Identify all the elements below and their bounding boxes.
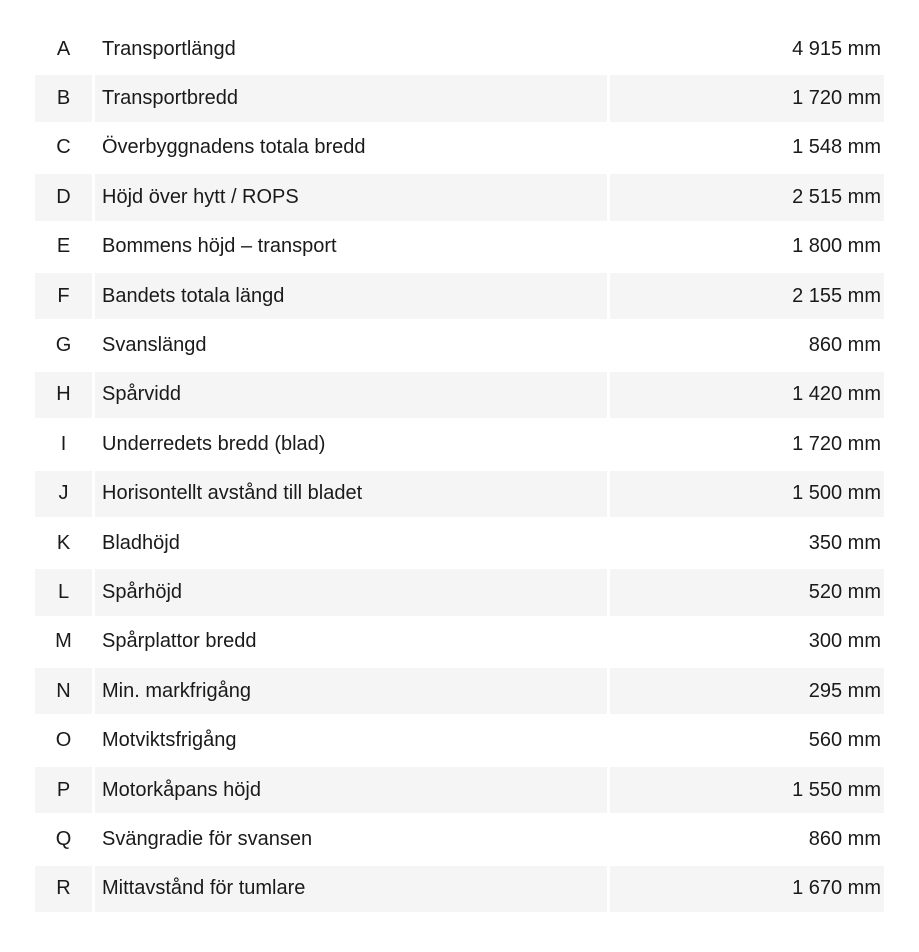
dimension-letter: N <box>35 668 92 715</box>
dimension-letter: I <box>60 432 67 455</box>
dimension-value: 1 720 mm <box>610 75 884 122</box>
dimension-value: 520 mm <box>610 569 884 616</box>
dimension-letter: L <box>35 569 92 616</box>
dimension-letter: R <box>35 865 92 913</box>
table-row: L Spårhöjd 520 mm <box>35 569 884 616</box>
table-row: M Spårplattor bredd 300 mm <box>35 619 884 665</box>
table-row: F Bandets totala längd 2 155 mm <box>35 272 884 320</box>
table-row: E Bommens höjd – transport 1 800 mm <box>35 224 884 270</box>
dimension-value: 1 500 mm <box>610 470 884 517</box>
dimension-letter: M <box>55 630 72 653</box>
dimension-value: 2 155 mm <box>610 272 884 320</box>
dimension-label: Motorkåpans höjd <box>95 766 607 814</box>
dimension-letter: A <box>56 37 71 60</box>
dimension-value: 295 mm <box>610 668 884 715</box>
dimension-value: 860 mm <box>808 334 881 357</box>
dimension-label: Höjd över hytt / ROPS <box>95 174 607 221</box>
dimension-label: Min. markfrigång <box>95 668 607 715</box>
table-row: D Höjd över hytt / ROPS 2 515 mm <box>35 174 884 221</box>
table-row: J Horisontellt avstånd till bladet 1 500 m… <box>35 470 884 517</box>
dimension-letter: C <box>56 136 71 159</box>
dimension-label: Bandets totala längd <box>95 272 607 320</box>
dimension-letter: Q <box>55 827 72 850</box>
table-row: K Bladhöjd 350 mm <box>35 520 884 566</box>
dimension-letter: J <box>35 470 92 517</box>
dimension-value: 1 550 mm <box>610 766 884 814</box>
dimension-label: Spårplattor bredd <box>102 630 257 653</box>
dimension-value: 350 mm <box>808 531 881 554</box>
dimension-value: 2 515 mm <box>610 174 884 221</box>
dimension-value: 1 670 mm <box>610 865 884 913</box>
dimension-letter: O <box>55 729 72 752</box>
dimension-value: 560 mm <box>808 729 881 752</box>
table-row: Q Svängradie för svansen 860 mm <box>35 816 884 862</box>
dimension-letter: K <box>56 531 71 554</box>
dimension-value: 860 mm <box>808 827 881 850</box>
dimension-label: Horisontellt avstånd till bladet <box>95 470 607 517</box>
dimension-label: Spårvidd <box>95 371 607 419</box>
dimension-label: Transportlängd <box>102 37 236 60</box>
dimension-letter: D <box>35 174 92 221</box>
dimension-label: Spårhöjd <box>95 569 607 616</box>
dimensions-table-body: A Transportlängd 4 915 mm B Transportbredd 1 … <box>35 26 884 913</box>
table-row: P Motorkåpans höjd 1 550 mm <box>35 766 884 814</box>
dimension-letter: B <box>35 75 92 122</box>
dimensions-table: A Transportlängd 4 915 mm B Transportbredd 1 … <box>32 23 887 915</box>
table-row: A Transportlängd 4 915 mm <box>35 26 884 72</box>
dimension-letter: P <box>35 766 92 814</box>
table-row: R Mittavstånd för tumlare 1 670 mm <box>35 865 884 913</box>
dimension-value: 1 420 mm <box>610 371 884 419</box>
table-row: C Överbyggnadens totala bredd 1 548 mm <box>35 125 884 171</box>
dimension-letter: F <box>35 272 92 320</box>
dimension-label: Underredets bredd (blad) <box>102 432 326 455</box>
table-row: N Min. markfrigång 295 mm <box>35 668 884 715</box>
dimension-label: Svängradie för svansen <box>102 827 313 850</box>
table-row: I Underredets bredd (blad) 1 720 mm <box>35 421 884 467</box>
dimension-value: 1 548 mm <box>792 136 881 159</box>
dimension-label: Överbyggnadens totala bredd <box>102 136 366 159</box>
table-row: B Transportbredd 1 720 mm <box>35 75 884 122</box>
table-row: H Spårvidd 1 420 mm <box>35 371 884 419</box>
dimension-letter: G <box>55 334 72 357</box>
table-row: G Svanslängd 860 mm <box>35 322 884 368</box>
dimension-value: 4 915 mm <box>792 37 881 60</box>
dimension-label: Transportbredd <box>95 75 607 122</box>
dimension-label: Motviktsfrigång <box>102 729 237 752</box>
dimension-label: Bladhöjd <box>102 531 180 554</box>
dimension-label: Bommens höjd – transport <box>102 235 337 258</box>
dimension-value: 1 800 mm <box>792 235 881 258</box>
dimension-label: Mittavstånd för tumlare <box>95 865 607 913</box>
table-row: O Motviktsfrigång 560 mm <box>35 717 884 763</box>
dimension-label: Svanslängd <box>102 334 207 357</box>
dimension-letter: E <box>56 235 71 258</box>
dimension-letter: H <box>35 371 92 419</box>
dimension-value: 1 720 mm <box>792 432 881 455</box>
dimension-value: 300 mm <box>808 630 881 653</box>
